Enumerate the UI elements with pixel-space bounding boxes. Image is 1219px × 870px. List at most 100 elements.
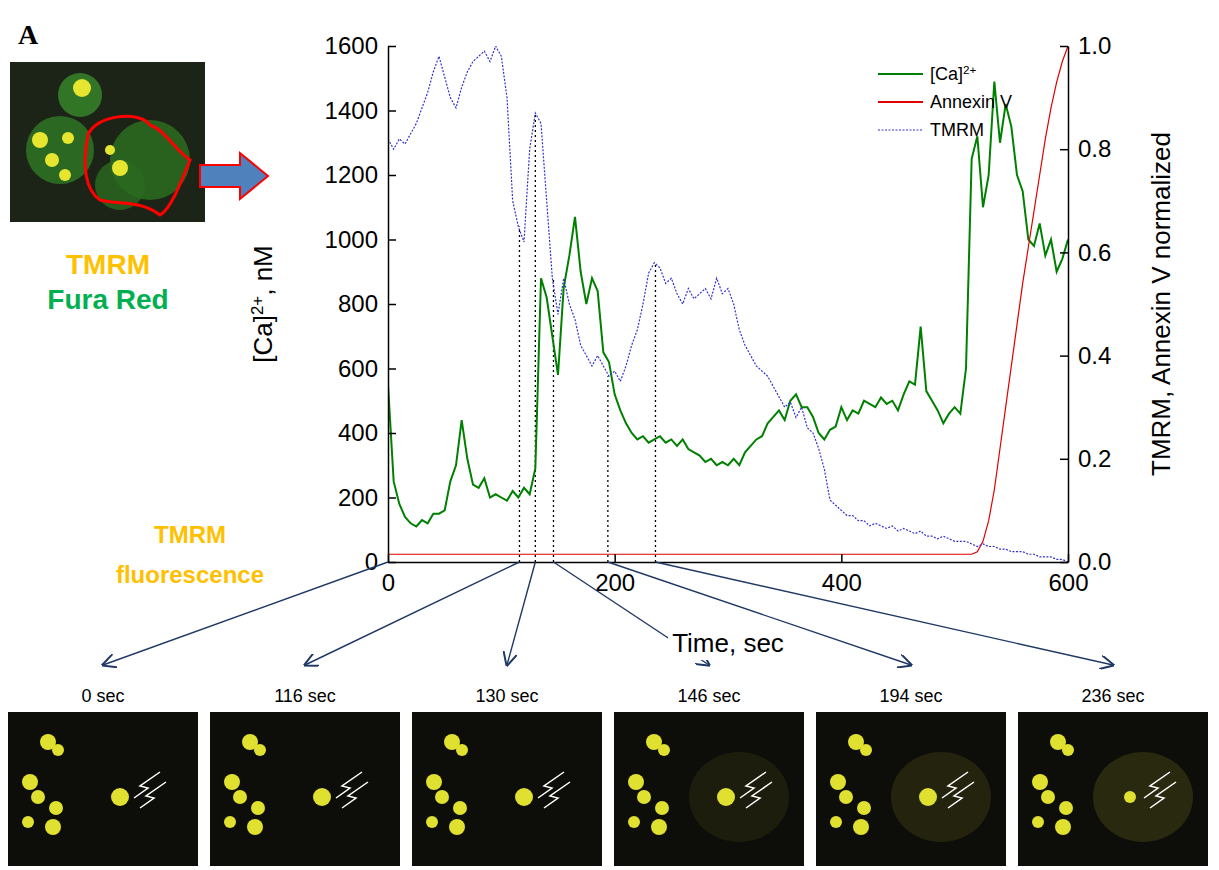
mitochondria bbox=[717, 788, 735, 806]
mitochondria bbox=[857, 801, 871, 815]
tick: 200 bbox=[595, 554, 635, 596]
mitochondria bbox=[1032, 774, 1048, 790]
mitochondria bbox=[1062, 744, 1074, 756]
cell-glow bbox=[891, 752, 991, 842]
tick: 1600 bbox=[325, 32, 396, 59]
mitochondria bbox=[1055, 819, 1071, 835]
text-line: TMRM bbox=[154, 521, 226, 548]
snapshot-line bbox=[535, 113, 536, 562]
tick: 400 bbox=[822, 554, 862, 596]
snapshot-image bbox=[412, 712, 602, 866]
tick-mark bbox=[388, 46, 396, 48]
mitochondria bbox=[1041, 790, 1055, 804]
mitochondria bbox=[112, 160, 128, 176]
mitochondria bbox=[919, 788, 937, 806]
snapshot-image bbox=[8, 712, 198, 866]
mitochondria bbox=[313, 788, 331, 806]
legend-label: Annexin V bbox=[930, 92, 1012, 112]
snapshot-arrow bbox=[103, 562, 388, 665]
axis-line bbox=[389, 562, 1069, 564]
mitochondria bbox=[628, 774, 644, 790]
tick: 400 bbox=[338, 419, 396, 446]
snapshot-arrow bbox=[305, 562, 519, 665]
tick-label: 0.2 bbox=[1078, 445, 1111, 472]
text-part: 2+ bbox=[248, 296, 267, 315]
y2-axis-title: TMRM, Annexin V normalized bbox=[1146, 132, 1176, 476]
text-part: 2+ bbox=[963, 63, 977, 76]
mitochondria bbox=[830, 774, 846, 790]
inset-arrow bbox=[200, 153, 268, 199]
mitochondria bbox=[655, 801, 669, 815]
tick-label: 400 bbox=[822, 569, 862, 596]
tick-mark bbox=[614, 554, 616, 562]
snapshot-line bbox=[519, 227, 520, 562]
y2-axis: 0.00.20.40.60.81.0 bbox=[1060, 32, 1111, 575]
mitochondria bbox=[860, 744, 872, 756]
mitochondria bbox=[49, 801, 63, 815]
mitochondria bbox=[651, 819, 667, 835]
text-part: , nM bbox=[248, 245, 278, 296]
tick: 1400 bbox=[325, 97, 396, 124]
tick: 0.4 bbox=[1060, 342, 1111, 369]
mitochondria bbox=[637, 790, 651, 804]
tick-mark bbox=[388, 110, 396, 112]
tick: 0.2 bbox=[1060, 445, 1111, 472]
tick-mark bbox=[388, 239, 396, 241]
mitochondria bbox=[111, 788, 129, 806]
inset-image bbox=[10, 62, 205, 222]
panel-label: A bbox=[18, 19, 39, 50]
text-part: [Ca] bbox=[248, 315, 278, 363]
mitochondria bbox=[32, 132, 48, 148]
tick-mark bbox=[388, 304, 396, 306]
legend-swatch bbox=[878, 129, 923, 130]
image-ground bbox=[412, 712, 602, 866]
tick-label: 0.4 bbox=[1078, 342, 1111, 369]
mitochondria bbox=[233, 790, 247, 804]
snapshot-label: 116 sec bbox=[274, 686, 336, 706]
tick: 800 bbox=[338, 290, 396, 317]
tick: 0.6 bbox=[1060, 239, 1111, 266]
image-ground bbox=[1018, 712, 1208, 866]
mitochondria bbox=[247, 819, 263, 835]
tick-label: 200 bbox=[338, 484, 378, 511]
text-part: Annexin V bbox=[930, 92, 1012, 112]
image-ground bbox=[210, 712, 400, 866]
pointer-arrow bbox=[336, 772, 368, 808]
tick-label: 1.0 bbox=[1078, 32, 1111, 59]
tick-label: 0.8 bbox=[1078, 135, 1111, 162]
mitochondria bbox=[453, 801, 467, 815]
image-ground bbox=[8, 712, 198, 866]
snapshot-label: 194 sec bbox=[879, 686, 942, 706]
x-axis: 0200400600 bbox=[382, 554, 1089, 596]
tick-label: 400 bbox=[338, 419, 378, 446]
mitochondria bbox=[22, 816, 34, 828]
mitochondria bbox=[830, 816, 842, 828]
tick-label: 1600 bbox=[325, 32, 378, 59]
cell-glow bbox=[689, 752, 789, 842]
image-ground bbox=[614, 712, 804, 866]
snapshot-line bbox=[553, 278, 554, 562]
mitochondria bbox=[426, 816, 438, 828]
tick-mark bbox=[1060, 252, 1068, 254]
mitochondria bbox=[31, 790, 45, 804]
tick: 1000 bbox=[325, 226, 396, 253]
tick-mark bbox=[388, 433, 396, 435]
tick-label: 1200 bbox=[325, 161, 378, 188]
tick-mark bbox=[388, 175, 396, 177]
snapshot-image bbox=[1018, 712, 1208, 866]
tick-label: 1400 bbox=[325, 97, 378, 124]
series-line bbox=[388, 46, 1068, 554]
mitochondria bbox=[435, 790, 449, 804]
mitochondria bbox=[449, 819, 465, 835]
tick: 600 bbox=[338, 355, 396, 382]
mitochondria bbox=[1059, 801, 1073, 815]
label-patch bbox=[668, 626, 788, 660]
cell-glow bbox=[1093, 752, 1193, 842]
tick-mark bbox=[841, 554, 843, 562]
snapshot-arrow bbox=[608, 562, 911, 665]
tick-mark bbox=[388, 562, 396, 564]
snapshot-image bbox=[816, 712, 1006, 866]
legend-swatch bbox=[878, 73, 923, 75]
x-axis-title: Time, sec bbox=[672, 628, 784, 658]
tick: 0 bbox=[365, 548, 396, 575]
